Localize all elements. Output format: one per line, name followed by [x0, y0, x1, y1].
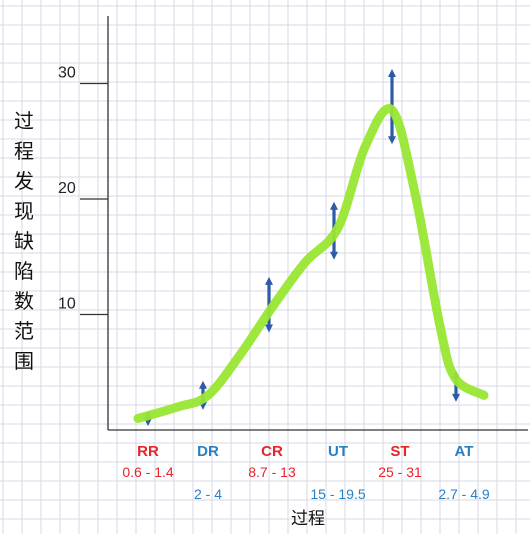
x-category-label-at: AT — [455, 443, 474, 460]
range-label-rr: 0.6 - 1.4 — [122, 464, 174, 480]
y-axis-label-char: 程 — [14, 139, 34, 163]
x-category-label-rr: RR — [137, 443, 159, 460]
range-label-dr: 2 - 4 — [194, 486, 222, 502]
range-arrow-head-down — [330, 251, 338, 260]
range-arrows-layer — [144, 68, 460, 427]
y-tick-label: 20 — [58, 180, 76, 197]
y-axis-label-char: 范 — [14, 319, 34, 343]
trend-curve — [133, 104, 489, 423]
range-arrow-head-up — [330, 201, 338, 210]
y-axis-label-char: 缺 — [14, 229, 34, 253]
range-arrow-head-down — [452, 393, 460, 402]
y-axis-label-char: 发 — [14, 169, 34, 193]
x-category-label-ut: UT — [328, 443, 348, 460]
x-axis-label: 过程 — [291, 509, 325, 529]
range-arrow-head-up — [265, 276, 273, 285]
y-axis-label-char: 围 — [14, 349, 34, 373]
range-arrow-head-up — [199, 380, 207, 389]
range-arrow-head-down — [265, 324, 273, 333]
x-category-label-cr: CR — [261, 443, 283, 460]
range-label-st: 25 - 31 — [378, 464, 422, 480]
range-label-at: 2.7 - 4.9 — [438, 486, 490, 502]
range-arrow-head-up — [388, 68, 396, 77]
y-axis-label-char: 过 — [14, 109, 34, 133]
y-axis-label-char: 现 — [14, 199, 34, 223]
range-label-cr: 8.7 - 13 — [248, 464, 296, 480]
range-arrow-head-down — [388, 136, 396, 145]
x-category-label-st: ST — [390, 443, 409, 460]
y-tick-label: 30 — [58, 65, 76, 82]
axes-layer — [80, 16, 528, 431]
y-tick-label: 10 — [58, 296, 76, 313]
x-category-label-dr: DR — [197, 443, 219, 460]
curve-layer — [133, 104, 489, 423]
y-axis-label-char: 陷 — [14, 259, 34, 283]
range-label-ut: 15 - 19.5 — [310, 486, 365, 502]
y-axis-label-char: 数 — [14, 289, 34, 313]
